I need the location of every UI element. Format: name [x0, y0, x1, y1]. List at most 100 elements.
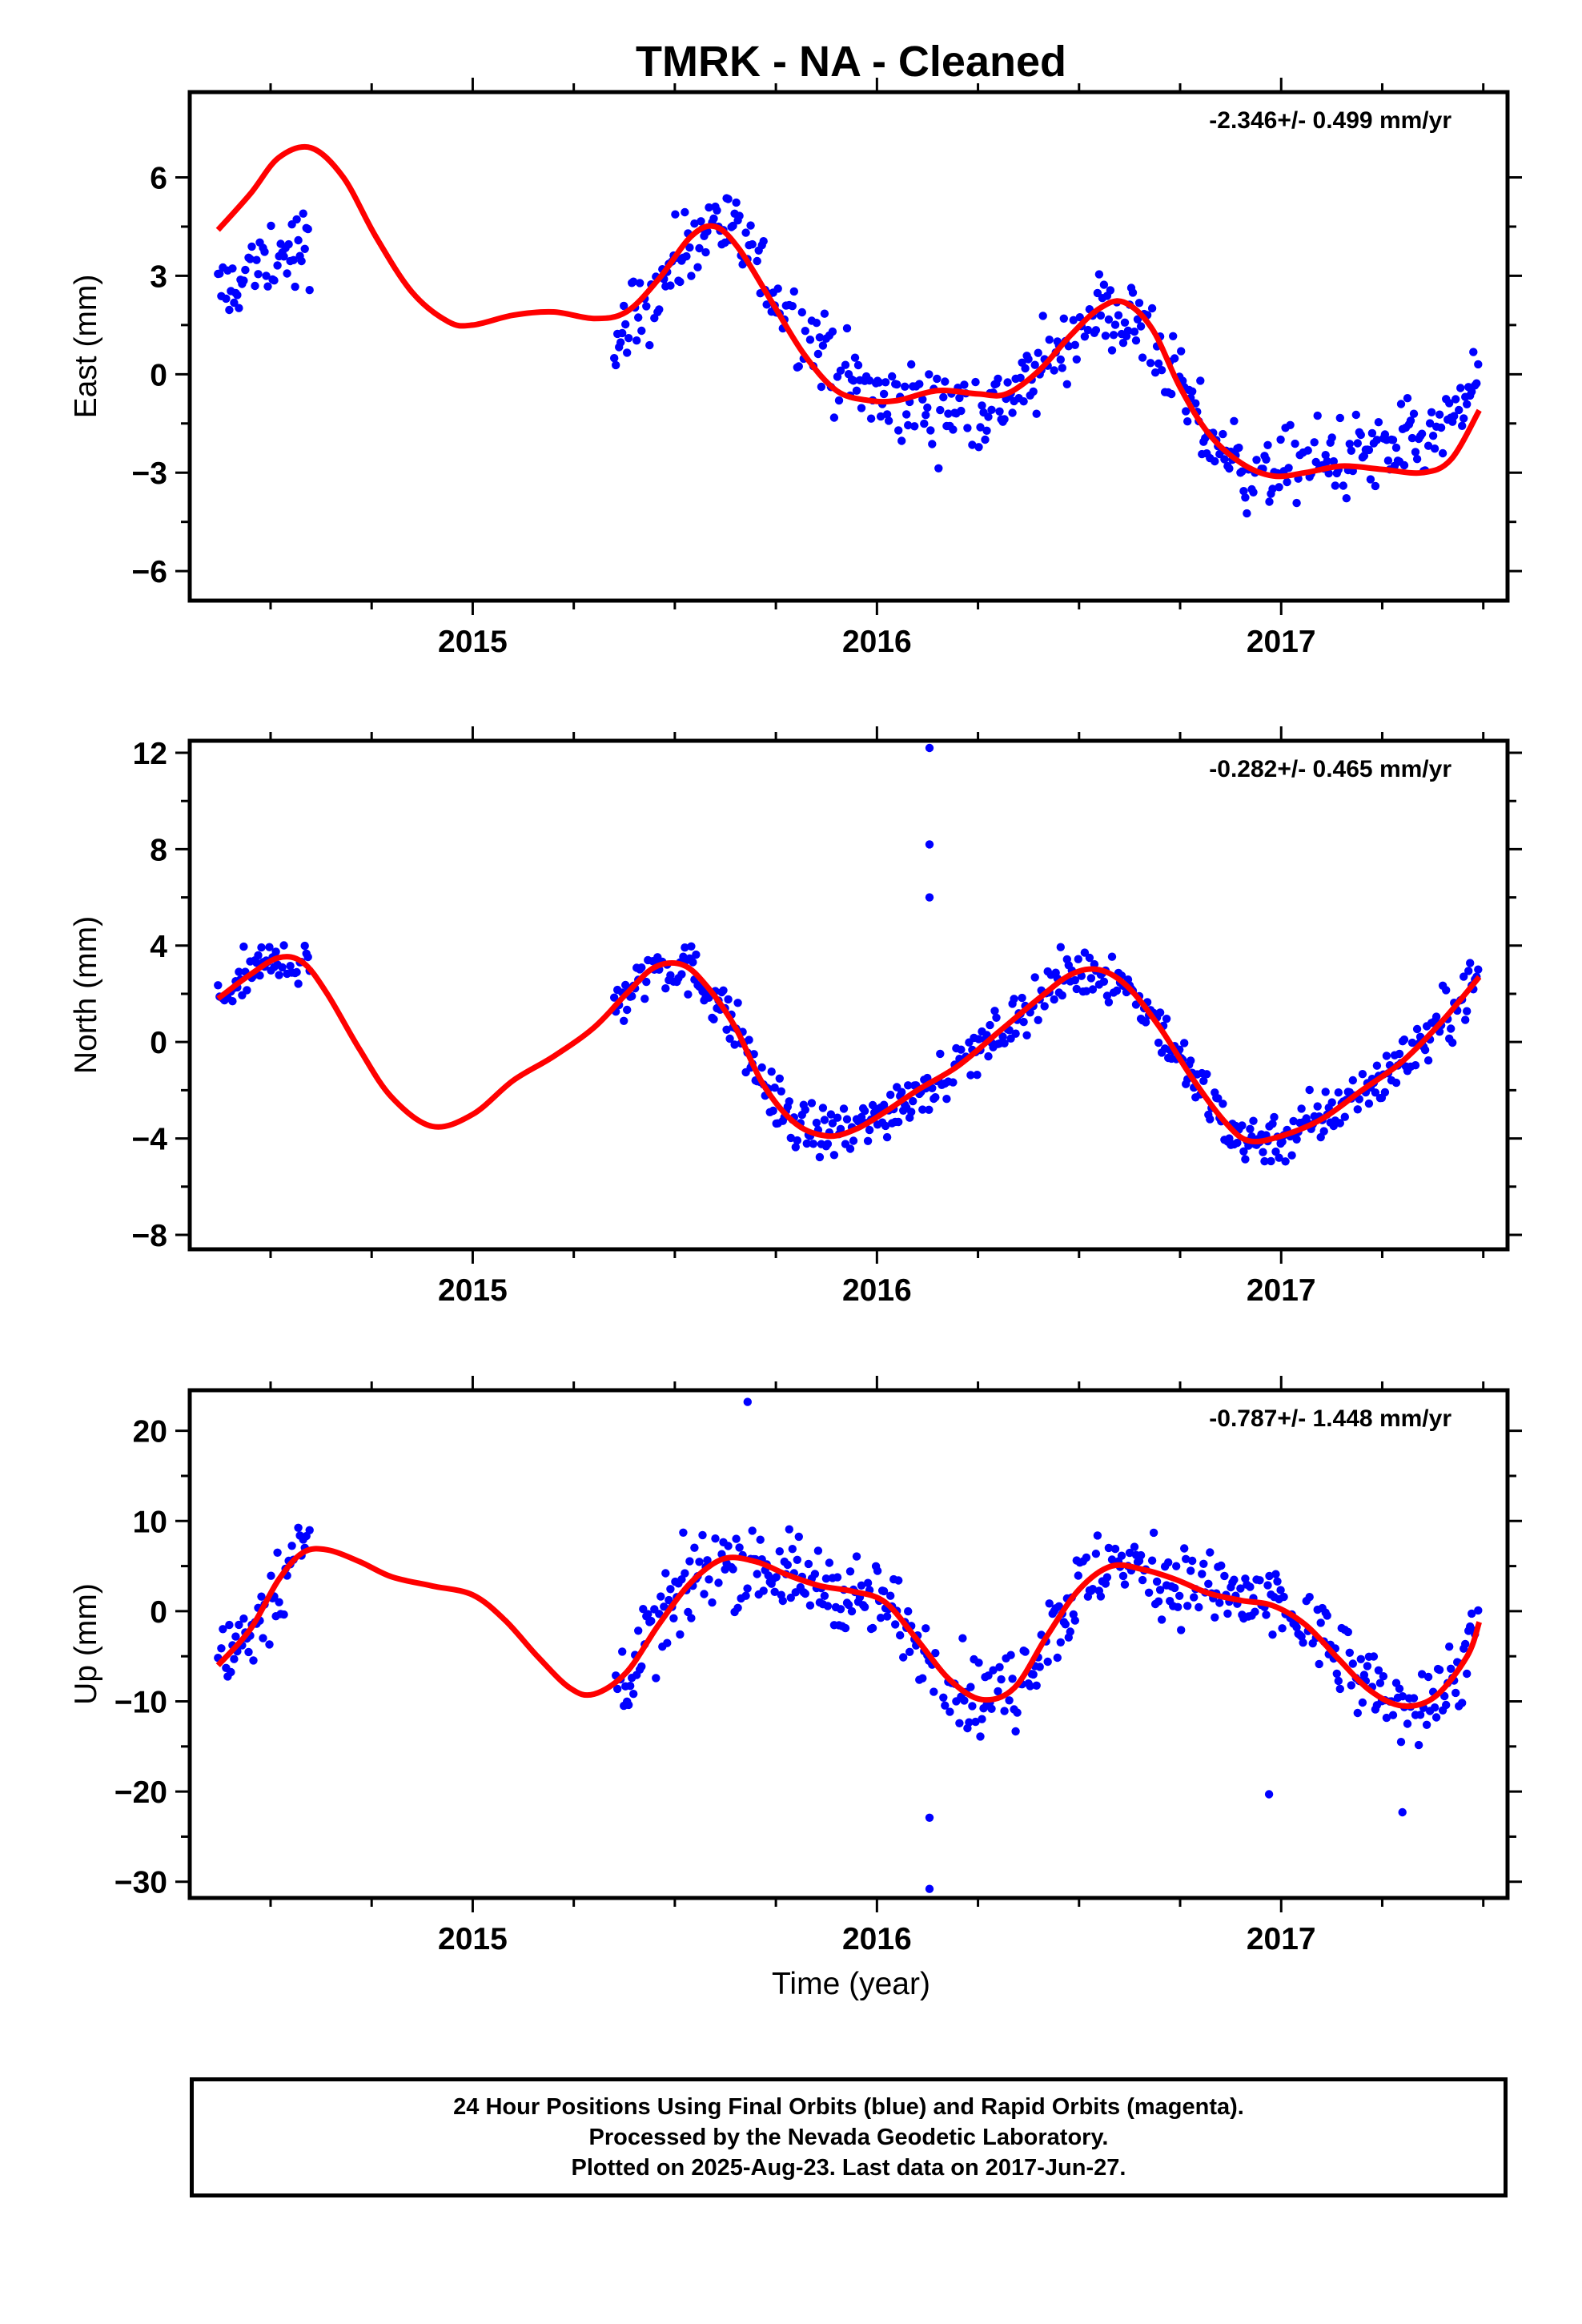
data-point: [921, 411, 930, 420]
data-point: [1053, 1653, 1062, 1663]
data-point: [284, 239, 293, 249]
data-point: [1398, 1692, 1407, 1701]
data-point: [1123, 326, 1133, 336]
data-point: [963, 424, 972, 432]
data-point: [876, 412, 885, 421]
data-point: [1223, 1609, 1232, 1618]
data-point: [1474, 1606, 1483, 1615]
data-point: [1431, 1713, 1441, 1722]
y-tick-label: −3: [132, 456, 167, 491]
data-point: [1230, 416, 1239, 425]
data-point: [857, 1581, 866, 1590]
data-point: [1313, 411, 1322, 420]
data-point: [217, 1644, 226, 1653]
data-point: [1167, 389, 1176, 399]
data-point: [1099, 280, 1109, 289]
data-point: [681, 943, 689, 952]
data-point: [655, 305, 664, 314]
data-point: [1118, 339, 1128, 348]
data-point: [1436, 423, 1446, 432]
data-point: [693, 263, 702, 271]
data-point: [1114, 311, 1123, 320]
data-point: [1058, 991, 1067, 1000]
data-point: [926, 426, 935, 435]
data-point: [1109, 331, 1118, 340]
data-point: [1157, 1615, 1166, 1624]
data-point: [1323, 1611, 1331, 1620]
data-point: [1332, 1669, 1342, 1679]
data-point: [936, 405, 945, 415]
data-point: [841, 360, 850, 369]
data-point: [219, 1625, 227, 1634]
x-tick-label: 2017: [1247, 625, 1316, 659]
data-point: [955, 393, 964, 403]
data-point: [1342, 494, 1351, 503]
data-point: [705, 203, 713, 212]
data-point: [886, 1090, 895, 1100]
data-point: [810, 1570, 820, 1578]
data-point: [1021, 364, 1030, 373]
data-point: [833, 1573, 842, 1582]
data-point: [227, 1667, 235, 1677]
rate-label: -0.282+/- 0.465 mm/yr: [1209, 756, 1452, 782]
data-point: [708, 1598, 717, 1607]
data-point: [1278, 1624, 1287, 1633]
data-point: [637, 326, 646, 336]
data-point: [775, 1074, 784, 1084]
data-point: [1260, 1156, 1269, 1166]
data-point: [239, 276, 248, 285]
data-point: [1310, 438, 1319, 447]
data-point: [230, 1655, 239, 1663]
data-point: [818, 341, 828, 350]
data-point: [260, 247, 269, 256]
data-point: [788, 1545, 797, 1554]
data-point: [1146, 359, 1155, 368]
data-point: [1150, 368, 1160, 377]
fit-line: [215, 143, 1482, 480]
y-tick-label: 4: [150, 930, 167, 964]
data-point: [1395, 1684, 1404, 1693]
data-point: [888, 372, 897, 381]
data-point: [1003, 378, 1012, 387]
data-point: [1056, 943, 1066, 951]
data-point: [1299, 1638, 1307, 1647]
data-point: [292, 967, 301, 977]
data-point: [1273, 1577, 1282, 1586]
y-tick-label: −6: [132, 555, 167, 589]
data-point: [1130, 1542, 1139, 1551]
data-point: [805, 1601, 815, 1610]
data-point: [1214, 1094, 1223, 1103]
data-point: [297, 256, 306, 266]
data-point: [1315, 1659, 1323, 1669]
data-point: [1136, 322, 1146, 331]
data-point: [263, 282, 272, 291]
data-point: [249, 1656, 258, 1665]
data-point: [868, 1623, 877, 1633]
data-point: [1425, 419, 1435, 428]
plot-area: [214, 743, 1483, 1166]
data-point: [730, 1040, 739, 1049]
data-point: [225, 1620, 234, 1630]
data-point: [896, 1630, 905, 1640]
data-point: [769, 1106, 777, 1116]
data-point: [1347, 1681, 1356, 1690]
data-point: [1117, 1551, 1126, 1560]
data-point: [613, 1684, 622, 1694]
data-point: [618, 1647, 627, 1656]
data-point: [826, 1110, 836, 1119]
data-point: [748, 239, 757, 249]
data-point: [801, 1589, 809, 1598]
data-point: [1080, 332, 1090, 341]
data-point: [612, 360, 620, 370]
data-point: [1463, 1669, 1472, 1679]
data-point: [1464, 967, 1473, 975]
data-point: [724, 1542, 733, 1550]
data-point: [1345, 440, 1355, 448]
data-point: [1423, 1672, 1433, 1682]
data-point: [222, 294, 231, 304]
x-tick-label: 2015: [438, 625, 508, 659]
data-point: [1239, 1147, 1248, 1156]
data-point: [783, 1560, 792, 1570]
data-point: [805, 336, 815, 344]
data-point: [802, 1139, 811, 1148]
